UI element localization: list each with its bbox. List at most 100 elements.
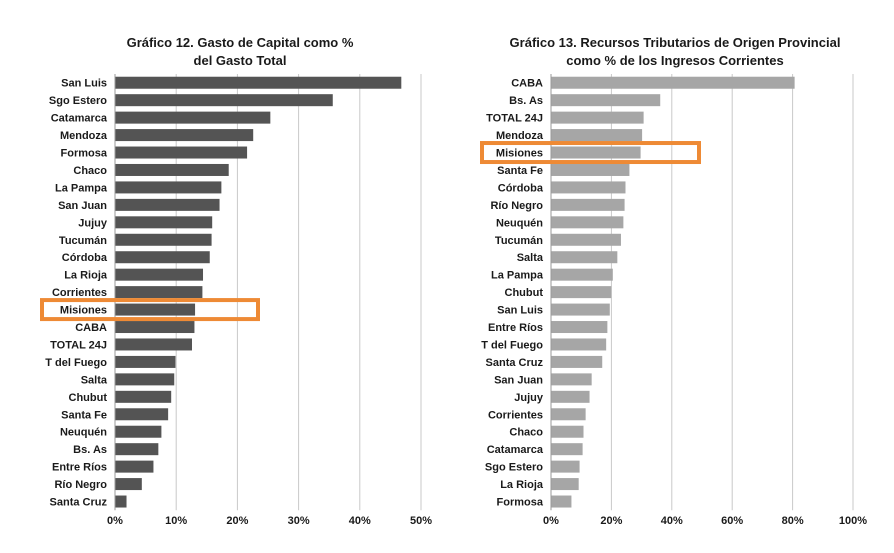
chart-12-category-label: Chubut (69, 392, 108, 404)
chart-12-category-label: Neuquén (60, 427, 107, 439)
chart-13-category-label: Formosa (497, 497, 544, 509)
chart-13-bar (551, 321, 608, 334)
chart-12-category-label: TOTAL 24J (50, 339, 107, 351)
chart-13-x-tick-label: 0% (543, 515, 559, 527)
chart-13-bar (551, 233, 621, 246)
chart-12-title-line2: del Gasto Total (193, 53, 287, 68)
chart-13-category-label: Santa Cruz (486, 357, 544, 369)
chart-12-bar (115, 373, 175, 386)
chart-12-bar (115, 268, 204, 281)
chart-13-bar (551, 198, 625, 211)
chart-13-category-label: Chubut (505, 287, 544, 299)
chart-13-bar (551, 111, 644, 124)
chart-12-category-label: CABA (75, 322, 107, 334)
chart-12-category-label: Bs. As (73, 444, 107, 456)
chart-13-title-line1: Gráfico 13. Recursos Tributarios de Orig… (509, 35, 841, 50)
chart-12-category-label: Río Negro (54, 479, 107, 491)
chart-13-category-label: TOTAL 24J (486, 113, 543, 125)
chart-13-x-tick-label: 20% (600, 515, 622, 527)
chart-12-category-label: San Juan (58, 200, 107, 212)
chart-12-category-label: T del Fuego (45, 357, 107, 369)
chart-13-bar (551, 443, 583, 456)
chart-12-bar (115, 146, 248, 159)
chart-12-bar (115, 216, 213, 229)
chart-12-bar (115, 251, 210, 264)
chart-12-highlight-box (40, 298, 260, 322)
chart-12-category-label: Misiones (60, 305, 107, 317)
chart-13-bar (551, 251, 618, 264)
chart-12-bar (115, 111, 271, 124)
chart-12-category-label: La Pampa (55, 182, 108, 194)
chart-12-bar (115, 390, 172, 403)
chart-12-bar (115, 495, 127, 508)
chart-12-bar (115, 303, 196, 316)
chart-13-category-label: La Rioja (500, 479, 544, 491)
chart-12-bar (115, 478, 142, 491)
chart-13-category-label: La Pampa (491, 270, 544, 282)
chart-12-bar (115, 163, 229, 176)
chart-13-category-label: Mendoza (496, 130, 544, 142)
chart-13-title: Gráfico 13. Recursos Tributarios de Orig… (460, 34, 890, 70)
chart-12-bar (115, 321, 195, 334)
chart-13-x-tick-label: 100% (839, 515, 867, 527)
chart-13-category-label: Bs. As (509, 95, 543, 107)
chart-13-x-tick-label: 80% (782, 515, 804, 527)
chart-13-bar (551, 425, 584, 438)
chart-12-category-label: Santa Fe (61, 409, 107, 421)
chart-12-bar (115, 233, 212, 246)
chart-12-category-label: Formosa (61, 148, 108, 160)
chart-13-bar (551, 408, 586, 421)
chart-12-x-tick-label: 50% (410, 515, 432, 527)
chart-12-category-label: Sgo Estero (49, 95, 107, 107)
chart-13-category-label: Jujuy (514, 392, 544, 404)
chart-13-category-label: Entre Ríos (488, 322, 543, 334)
chart-12-x-tick-label: 20% (226, 515, 248, 527)
chart-13-bar (551, 163, 630, 176)
chart-12-bar (115, 181, 222, 194)
chart-13-category-label: Salta (517, 252, 544, 264)
chart-12-category-label: Catamarca (51, 113, 108, 125)
chart-12-category-label: Chaco (73, 165, 107, 177)
chart-12-category-label: Corrientes (52, 287, 107, 299)
chart-13-category-label: Santa Fe (497, 165, 543, 177)
chart-13-title-line2: como % de los Ingresos Corrientes (566, 53, 784, 68)
chart-12-bar (115, 408, 169, 421)
chart-12-category-label: Santa Cruz (50, 497, 108, 509)
chart-13-bar (551, 495, 572, 508)
chart-13-bar (551, 303, 610, 316)
chart-13-bar (551, 268, 613, 281)
chart-13-category-label: Chaco (509, 427, 543, 439)
chart-13-bar (551, 390, 590, 403)
chart-12-category-label: Mendoza (60, 130, 108, 142)
chart-12-bar (115, 443, 159, 456)
chart-12-bar (115, 129, 254, 142)
chart-13-bar (551, 94, 661, 107)
chart-12-x-tick-label: 10% (165, 515, 187, 527)
chart-12-bar (115, 425, 162, 438)
chart-12-bar (115, 94, 333, 107)
chart-13-bar (551, 478, 579, 491)
chart-13-category-label: Córdoba (498, 182, 544, 194)
chart-13-category-label: Catamarca (487, 444, 544, 456)
chart-13-category-label: San Juan (494, 374, 543, 386)
chart-13-bar (551, 216, 624, 229)
chart-13-category-label: T del Fuego (481, 339, 543, 351)
chart-12-bar (115, 338, 192, 351)
chart-13-category-label: Neuquén (496, 217, 543, 229)
chart-13-bar (551, 181, 626, 194)
chart-12-x-tick-label: 30% (288, 515, 310, 527)
chart-12-category-label: Córdoba (62, 252, 108, 264)
chart-12-category-label: Salta (81, 374, 108, 386)
chart-12-title-line1: Gráfico 12. Gasto de Capital como % (126, 35, 354, 50)
chart-13-bar (551, 146, 641, 159)
chart-12-x-tick-label: 40% (349, 515, 371, 527)
chart-13-category-label: San Luis (497, 305, 543, 317)
chart-12-x-tick-label: 0% (107, 515, 123, 527)
chart-13-bar (551, 373, 592, 386)
chart-13-bar (551, 460, 580, 473)
chart-12-category-label: Jujuy (78, 217, 108, 229)
chart-13-highlight-box (480, 141, 701, 165)
chart-13-bar (551, 76, 795, 89)
chart-13-category-label: Misiones (496, 148, 543, 160)
chart-13-category-label: Río Negro (490, 200, 543, 212)
